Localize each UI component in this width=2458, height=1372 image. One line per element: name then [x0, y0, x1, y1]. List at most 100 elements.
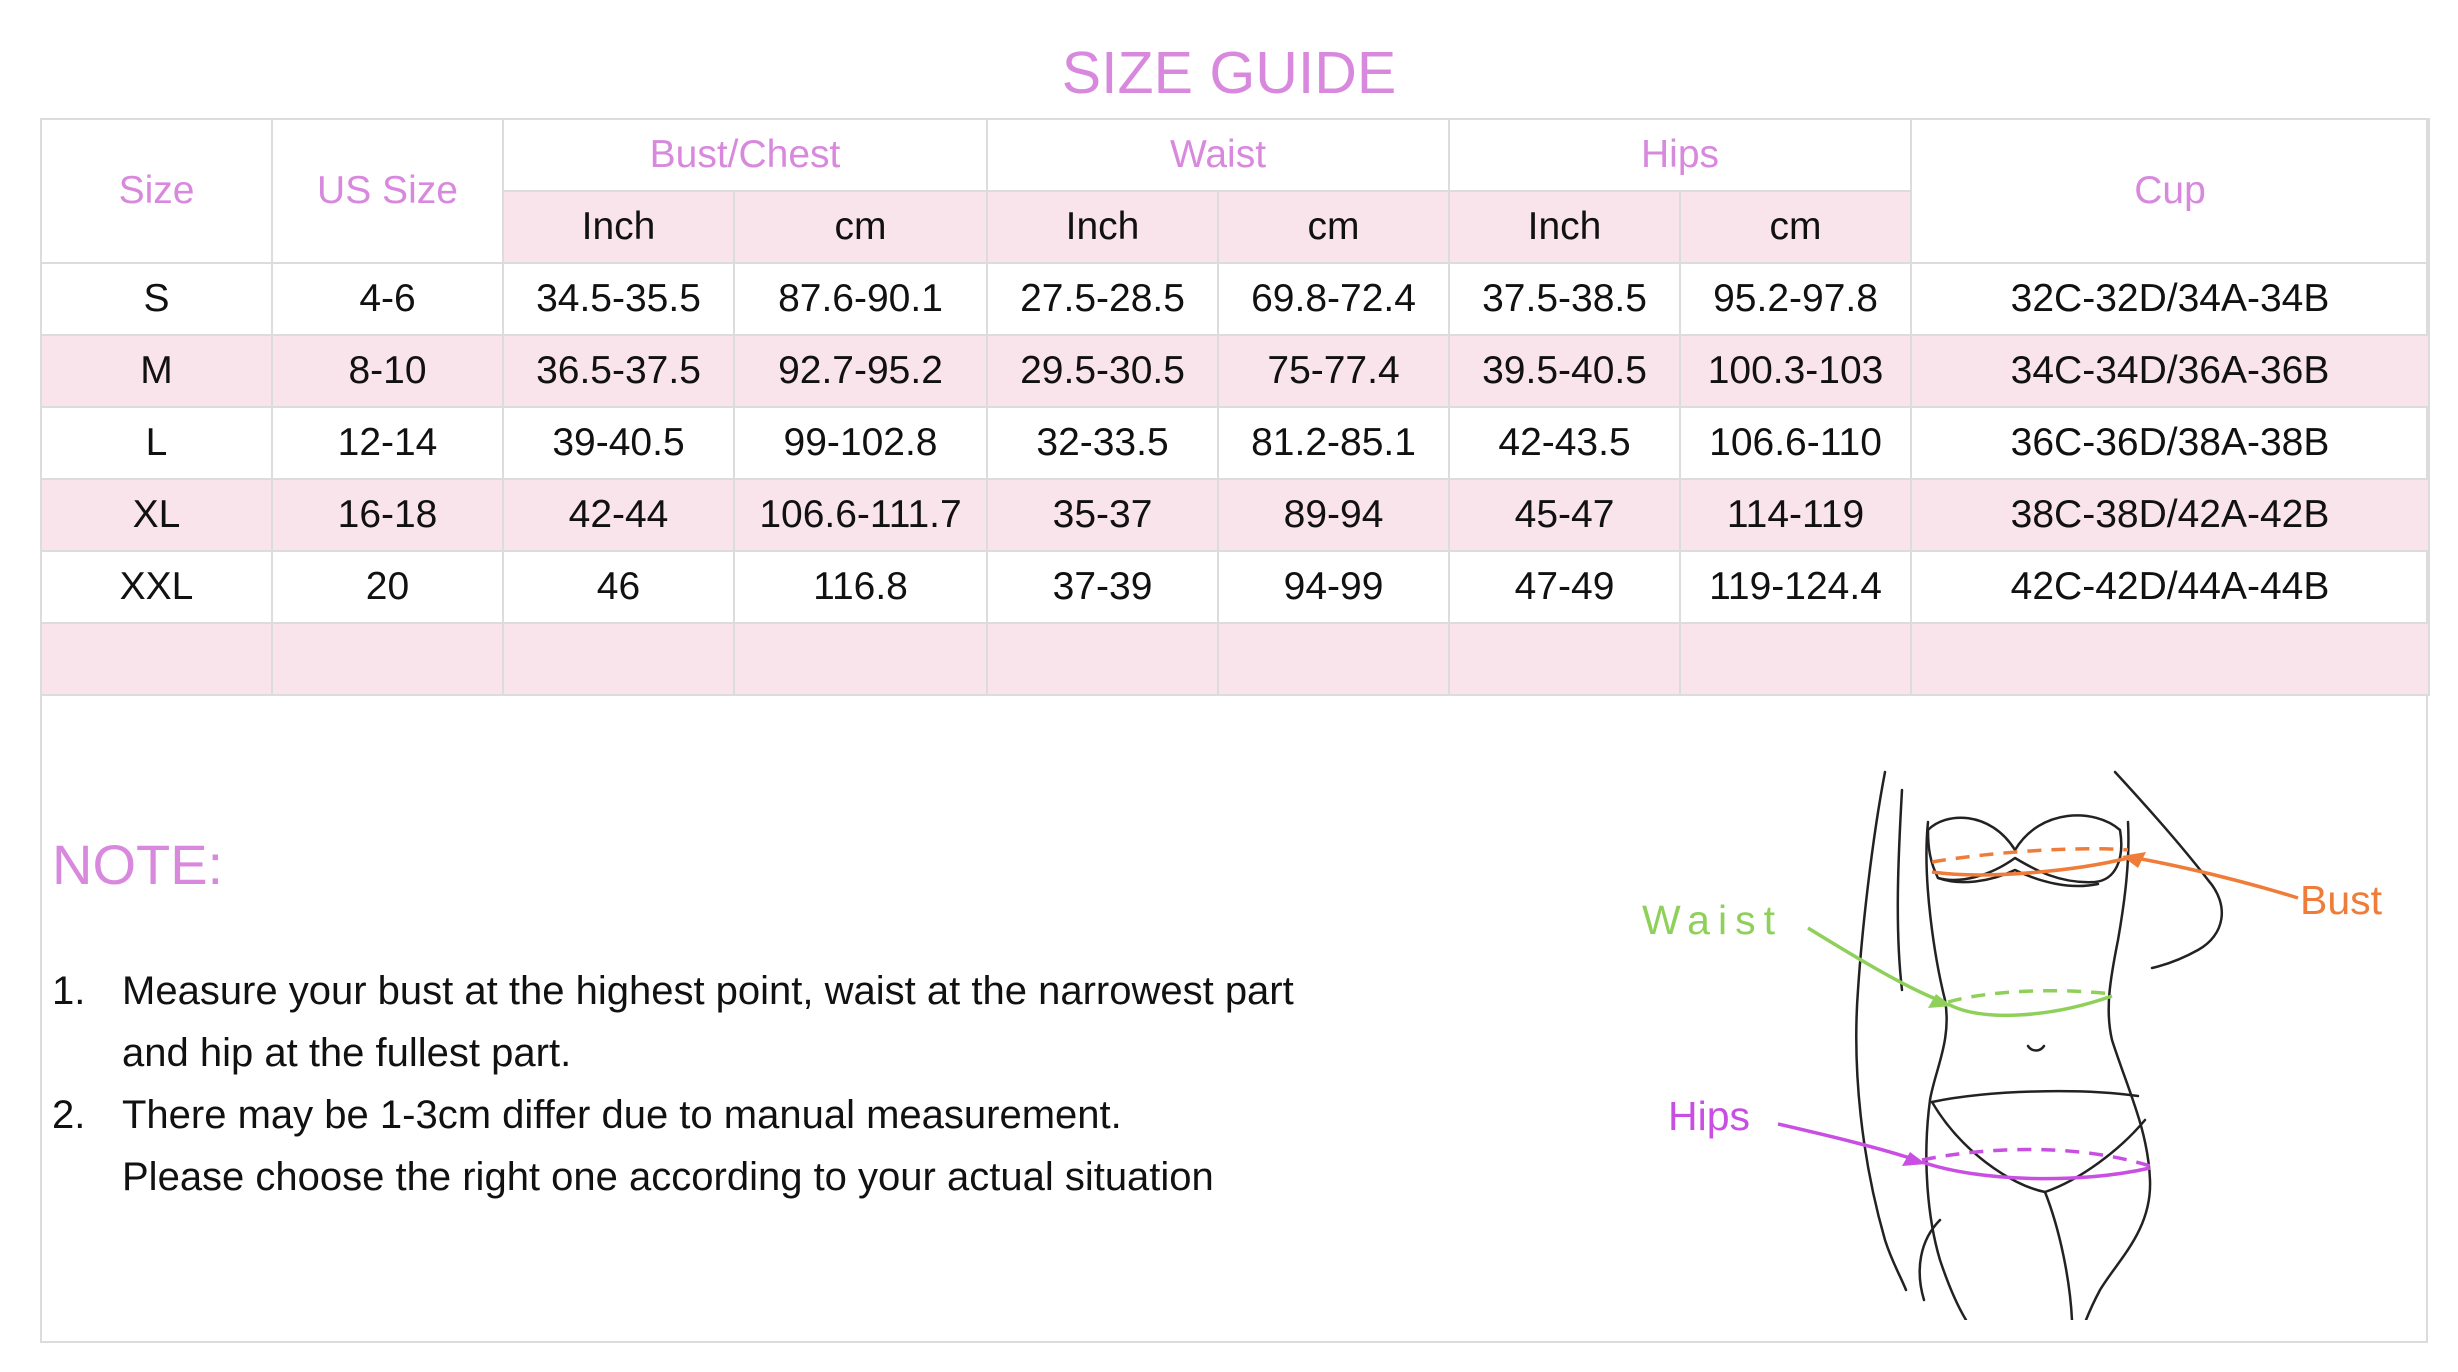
bust-arrow-head — [2122, 852, 2146, 868]
waist-arrow-line — [1807, 926, 1945, 1004]
cell-us-size: 16-18 — [271, 478, 504, 552]
note-item: 2. There may be 1-3cm differ due to manu… — [52, 1084, 1552, 1208]
empty-cell — [1217, 622, 1451, 696]
cell-waist-inch: 32-33.5 — [986, 406, 1220, 480]
cell-bust-cm: 106.6-111.7 — [732, 478, 989, 552]
table-row: XL 16-18 42-44 106.6-111.7 35-37 89-94 4… — [40, 478, 2431, 552]
cell-waist-cm: 94-99 — [1217, 550, 1451, 624]
note-number: 2. — [52, 1093, 86, 1137]
cell-size: L — [40, 406, 273, 480]
header-us-size: US Size — [271, 118, 504, 264]
header-size: Size — [40, 118, 273, 264]
body-measurement-figure — [1777, 770, 2299, 1320]
empty-cell — [1910, 622, 2431, 696]
subheader-waist-inch: Inch — [986, 190, 1220, 264]
cell-bust-cm: 116.8 — [732, 550, 989, 624]
bust-arrow-line — [2135, 856, 2299, 900]
subheader-hips-inch: Inch — [1448, 190, 1682, 264]
cell-hips-inch: 45-47 — [1448, 478, 1682, 552]
figure-outline — [1918, 1218, 1942, 1302]
cell-size: M — [40, 334, 273, 408]
cell-us-size: 8-10 — [271, 334, 504, 408]
cell-cup: 34C-34D/36A-36B — [1910, 334, 2431, 408]
cell-waist-cm: 75-77.4 — [1217, 334, 1451, 408]
waist-label: Waist — [1642, 897, 1783, 943]
underwear-outline — [1930, 1089, 2140, 1104]
cell-bust-cm: 92.7-95.2 — [732, 334, 989, 408]
cell-waist-inch: 35-37 — [986, 478, 1220, 552]
empty-cell — [271, 622, 504, 696]
cell-bust-inch: 39-40.5 — [502, 406, 735, 480]
bust-line-back — [1931, 847, 2129, 864]
cell-bust-cm: 87.6-90.1 — [732, 262, 989, 336]
header-hips: Hips — [1448, 118, 1913, 192]
cell-hips-cm: 106.6-110 — [1679, 406, 1913, 480]
page-title: SIZE GUIDE — [1061, 40, 1397, 106]
cell-waist-cm: 89-94 — [1217, 478, 1451, 552]
cell-cup: 42C-42D/44A-44B — [1910, 550, 2431, 624]
hips-line — [1921, 1160, 2151, 1181]
cell-bust-inch: 46 — [502, 550, 735, 624]
subheader-bust-inch: Inch — [502, 190, 735, 264]
cell-us-size: 20 — [271, 550, 504, 624]
waist-line-back — [1947, 988, 2113, 1004]
cell-us-size: 4-6 — [271, 262, 504, 336]
cell-waist-inch: 27.5-28.5 — [986, 262, 1220, 336]
note-text: and hip at the fullest part. — [122, 1031, 572, 1075]
hips-arrow-head — [1902, 1152, 1926, 1166]
table-row: S 4-6 34.5-35.5 87.6-90.1 27.5-28.5 69.8… — [40, 262, 2431, 336]
figure-outline — [2084, 820, 2152, 1320]
bust-label: Bust — [2300, 877, 2383, 923]
subheader-waist-cm: cm — [1217, 190, 1451, 264]
note-list: 1. Measure your bust at the highest poin… — [52, 960, 1552, 1208]
bust-line — [1931, 856, 2129, 877]
cell-cup: 32C-32D/34A-34B — [1910, 262, 2431, 336]
empty-cell — [40, 622, 273, 696]
table-row: M 8-10 36.5-37.5 92.7-95.2 29.5-30.5 75-… — [40, 334, 2431, 408]
cell-hips-inch: 47-49 — [1448, 550, 1682, 624]
figure-outline — [1925, 820, 1968, 1320]
note-item: 1. Measure your bust at the highest poin… — [52, 960, 1552, 1084]
cell-waist-inch: 37-39 — [986, 550, 1220, 624]
figure-outline — [1896, 788, 1904, 992]
cell-hips-inch: 37.5-38.5 — [1448, 262, 1682, 336]
navel-mark — [2026, 1044, 2046, 1052]
figure-outline — [1855, 770, 1908, 1292]
empty-cell — [1448, 622, 1682, 696]
cell-hips-inch: 39.5-40.5 — [1448, 334, 1682, 408]
cell-bust-cm: 99-102.8 — [732, 406, 989, 480]
cell-hips-cm: 119-124.4 — [1679, 550, 1913, 624]
empty-row — [40, 622, 2431, 696]
cell-bust-inch: 42-44 — [502, 478, 735, 552]
hips-arrow-line — [1777, 1122, 1917, 1162]
empty-cell — [1679, 622, 1913, 696]
header-waist: Waist — [986, 118, 1451, 192]
hips-line-back — [1921, 1147, 2151, 1168]
cell-us-size: 12-14 — [271, 406, 504, 480]
note-text: Measure your bust at the highest point, … — [122, 969, 1294, 1013]
figure-outline — [2043, 1190, 2074, 1320]
note-text: Please choose the right one according to… — [122, 1155, 1214, 1199]
cell-cup: 38C-38D/42A-42B — [1910, 478, 2431, 552]
note-number: 1. — [52, 969, 86, 1013]
header-row: Size US Size Bust/Chest Waist Hips Cup — [40, 118, 2431, 264]
size-table: Size US Size Bust/Chest Waist Hips Cup I… — [40, 118, 2431, 696]
empty-cell — [502, 622, 735, 696]
hips-label: Hips — [1668, 1093, 1751, 1139]
empty-cell — [986, 622, 1220, 696]
cell-waist-cm: 69.8-72.4 — [1217, 262, 1451, 336]
waist-arrow-head — [1928, 994, 1952, 1008]
cell-waist-inch: 29.5-30.5 — [986, 334, 1220, 408]
cell-hips-cm: 114-119 — [1679, 478, 1913, 552]
cell-size: XXL — [40, 550, 273, 624]
table-row: XXL 20 46 116.8 37-39 94-99 47-49 119-12… — [40, 550, 2431, 624]
table-row: L 12-14 39-40.5 99-102.8 32-33.5 81.2-85… — [40, 406, 2431, 480]
header-bust: Bust/Chest — [501, 118, 989, 192]
cell-size: XL — [40, 478, 273, 552]
cell-bust-inch: 34.5-35.5 — [502, 262, 735, 336]
subheader-row: Inch cm Inch cm Inch cm — [41, 190, 2429, 264]
subheader-hips-cm: cm — [1679, 190, 1913, 264]
cell-cup: 36C-36D/38A-38B — [1910, 406, 2431, 480]
note-text: There may be 1-3cm differ due to manual … — [122, 1093, 1122, 1137]
empty-cell — [732, 622, 989, 696]
